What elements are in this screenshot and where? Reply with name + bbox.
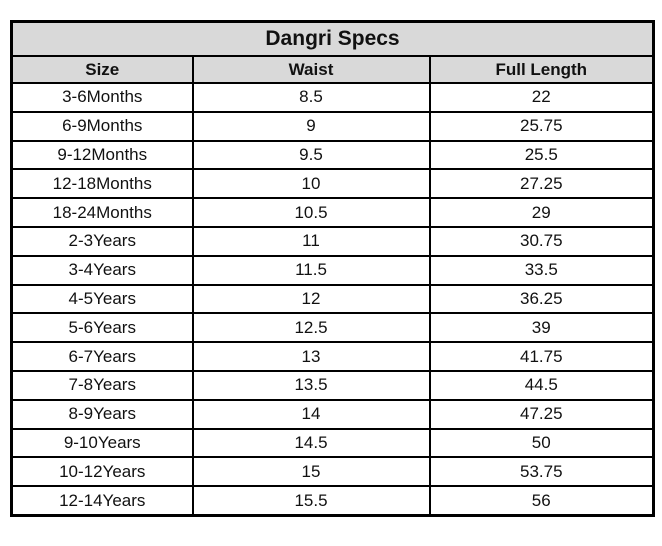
waist-cell: 12 (191, 283, 431, 315)
full-length-cell: 44.5 (428, 369, 655, 401)
size-cell: 5-6Years (10, 312, 194, 344)
waist-cell: 11 (191, 225, 431, 257)
waist-cell: 14.5 (191, 427, 431, 459)
waist-cell: 9.5 (191, 139, 431, 171)
full-length-cell: 25.5 (428, 139, 655, 171)
table-row: 18-24Months 10.5 29 (10, 197, 655, 228)
waist-cell: 8.5 (191, 82, 431, 113)
column-header-full-length: Full Length (428, 55, 655, 84)
table-body: 3-6Months 8.5 22 6-9Months 9 25.75 9-12Months 9… (10, 82, 655, 517)
waist-cell: 15 (191, 456, 431, 488)
size-cell: 18-24Months (10, 197, 194, 228)
full-length-cell: 25.75 (428, 110, 655, 142)
full-length-cell: 27.25 (428, 168, 655, 200)
full-length-cell: 53.75 (428, 456, 655, 488)
full-length-cell: 50 (428, 427, 655, 459)
dangri-specs-table: Dangri Specs Size Waist Full Length 3-6M… (10, 20, 656, 517)
table-row: 9-12Months 9.5 25.5 (10, 139, 655, 171)
waist-cell: 13.5 (191, 369, 431, 401)
waist-cell: 11.5 (191, 254, 431, 286)
size-cell: 2-3Years (10, 225, 194, 257)
table-row: 6-9Months 9 25.75 (10, 110, 655, 142)
size-cell: 8-9Years (10, 398, 194, 430)
waist-cell: 10 (191, 168, 431, 200)
column-header-waist: Waist (191, 55, 431, 84)
table-row: 5-6Years 12.5 39 (10, 312, 655, 344)
table-row: 9-10Years 14.5 50 (10, 427, 655, 459)
table-row: 8-9Years 14 47.25 (10, 398, 655, 430)
size-cell: 10-12Years (10, 456, 194, 488)
full-length-cell: 41.75 (428, 341, 655, 372)
table-row: 4-5Years 12 36.25 (10, 283, 655, 315)
table-title: Dangri Specs (10, 20, 655, 57)
size-cell: 9-10Years (10, 427, 194, 459)
full-length-cell: 29 (428, 197, 655, 228)
size-cell: 9-12Months (10, 139, 194, 171)
table-row: 7-8Years 13.5 44.5 (10, 369, 655, 401)
full-length-cell: 39 (428, 312, 655, 344)
size-cell: 3-6Months (10, 82, 194, 113)
full-length-cell: 22 (428, 82, 655, 113)
table-row: 10-12Years 15 53.75 (10, 456, 655, 488)
table-row: 12-14Years 15.5 56 (10, 485, 655, 517)
table-row: 2-3Years 11 30.75 (10, 225, 655, 257)
full-length-cell: 56 (428, 485, 655, 517)
header-row: Size Waist Full Length (10, 55, 655, 84)
size-cell: 7-8Years (10, 369, 194, 401)
table-row: 3-4Years 11.5 33.5 (10, 254, 655, 286)
waist-cell: 9 (191, 110, 431, 142)
column-header-size: Size (10, 55, 194, 84)
table-row: 6-7Years 13 41.75 (10, 341, 655, 372)
waist-cell: 14 (191, 398, 431, 430)
size-cell: 12-18Months (10, 168, 194, 200)
waist-cell: 12.5 (191, 312, 431, 344)
waist-cell: 13 (191, 341, 431, 372)
size-cell: 6-7Years (10, 341, 194, 372)
full-length-cell: 36.25 (428, 283, 655, 315)
waist-cell: 15.5 (191, 485, 431, 517)
full-length-cell: 33.5 (428, 254, 655, 286)
full-length-cell: 47.25 (428, 398, 655, 430)
waist-cell: 10.5 (191, 197, 431, 228)
table-row: 3-6Months 8.5 22 (10, 82, 655, 113)
size-cell: 6-9Months (10, 110, 194, 142)
full-length-cell: 30.75 (428, 225, 655, 257)
size-cell: 4-5Years (10, 283, 194, 315)
size-cell: 12-14Years (10, 485, 194, 517)
title-row: Dangri Specs (10, 20, 655, 57)
size-cell: 3-4Years (10, 254, 194, 286)
table-row: 12-18Months 10 27.25 (10, 168, 655, 200)
